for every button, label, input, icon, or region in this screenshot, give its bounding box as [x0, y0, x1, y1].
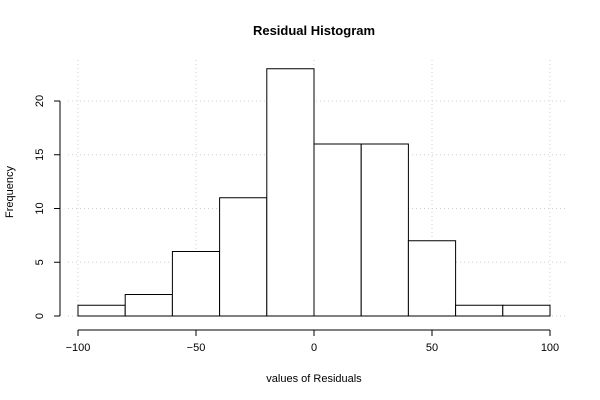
- chart-title: Residual Histogram: [253, 23, 375, 38]
- x-axis-label: values of Residuals: [266, 373, 362, 385]
- histogram-bar-4: [266, 68, 315, 317]
- histogram-bar-0: [77, 304, 126, 317]
- histogram-bar-6: [360, 143, 409, 317]
- x-tick-label-0: −100: [66, 342, 91, 354]
- x-tick-label-2: 0: [311, 342, 317, 354]
- y-tick-label-2: 10: [34, 202, 46, 214]
- x-tick-label-4: 100: [541, 342, 559, 354]
- y-tick-label-4: 20: [34, 95, 46, 107]
- histogram-bar-9: [502, 304, 551, 317]
- histogram-bar-5: [313, 143, 362, 317]
- histogram-bar-7: [407, 240, 457, 317]
- histogram-bar-1: [124, 294, 173, 317]
- x-tick-label-1: −50: [187, 342, 206, 354]
- histogram-bar-8: [455, 304, 504, 317]
- y-tick-label-3: 15: [34, 149, 46, 161]
- y-ticks: 0 5 10 15 20: [34, 95, 60, 319]
- y-tick-label-1: 5: [34, 259, 46, 265]
- histogram-bar-3: [219, 197, 268, 317]
- histogram-bar-2: [171, 251, 221, 317]
- bars: [77, 68, 551, 317]
- y-tick-label-0: 0: [34, 313, 46, 319]
- x-ticks: −100 −50 0 50 100: [66, 330, 559, 354]
- x-tick-label-3: 50: [426, 342, 438, 354]
- y-axis-label: Frequency: [4, 166, 16, 218]
